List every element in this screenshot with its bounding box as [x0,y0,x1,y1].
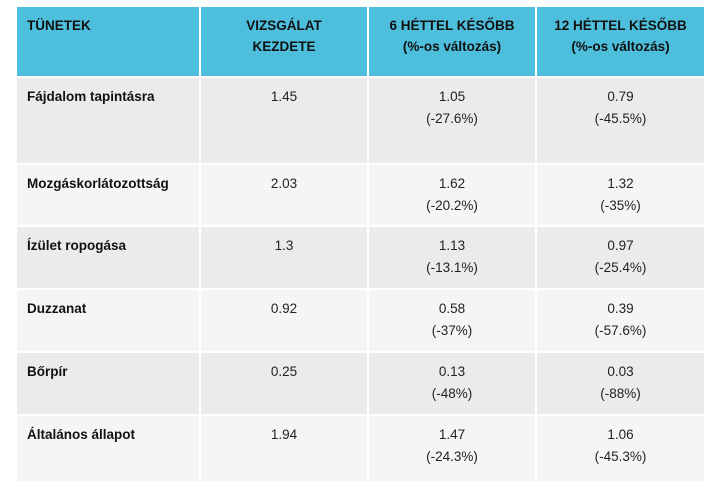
week12-value: 0.79 [607,89,634,104]
symptom-cell: Bőrpír [17,351,201,415]
baseline-cell: 2.03 [200,163,369,226]
baseline-cell: 1.3 [200,225,369,289]
header-12-weeks: 12 HÉTTEL KÉSŐBB (%-os változás) [536,7,704,77]
symptoms-table: TÜNETEK VIZSGÁLAT KEZDETE 6 HÉTTEL KÉSŐB… [17,7,704,481]
week12-cell: 1.06 (-45.3%) [536,414,704,481]
week6-value: 0.13 [438,364,466,379]
week12-change: (-35%) [600,198,641,213]
week6-value: 1.62 [438,176,466,191]
symptom-cell: Duzzanat [17,288,201,352]
week12-cell: 0.97 (-25.4%) [536,225,704,289]
symptoms-table-container: TÜNETEK VIZSGÁLAT KEZDETE 6 HÉTTEL KÉSŐB… [17,7,704,481]
week6-cell: 1.05 (-27.6%) [368,76,537,164]
symptom-cell: Általános állapot [17,414,201,481]
week6-change: (-48%) [431,386,473,401]
table-row: Fájdalom tapintásra 1.45 1.05 (-27.6%) 0… [17,76,704,164]
table-row: Duzzanat 0.92 0.58 (-37%) 0.39 (-57.6%) [17,288,704,352]
symptom-cell: Ízület ropogása [17,225,201,289]
week6-cell: 1.47 (-24.3%) [368,414,537,481]
week12-change: (-88%) [600,386,641,401]
week12-change: (-57.6%) [594,323,647,338]
header-6-weeks: 6 HÉTTEL KÉSŐBB (%-os változás) [368,7,537,77]
week6-value: 1.13 [438,238,466,253]
table-row: Ízület ropogása 1.3 1.13 (-13.1%) 0.97 (… [17,225,704,289]
header-symptoms: TÜNETEK [17,7,201,77]
week6-change: (-27.6%) [426,111,478,126]
week6-change: (-20.2%) [426,198,478,213]
week6-change: (-37%) [431,323,473,338]
table-header-row: TÜNETEK VIZSGÁLAT KEZDETE 6 HÉTTEL KÉSŐB… [17,7,704,77]
week6-change: (-13.1%) [426,260,478,275]
table-row: Bőrpír 0.25 0.13 (-48%) 0.03 (-88%) [17,351,704,415]
week12-value: 1.06 [607,427,634,442]
baseline-cell: 1.94 [200,414,369,481]
week12-value: 0.03 [607,364,634,379]
symptom-cell: Mozgáskorlátozottság [17,163,201,226]
week6-value: 0.58 [438,301,466,316]
baseline-cell: 0.25 [200,351,369,415]
symptom-cell: Fájdalom tapintásra [17,76,201,164]
week12-cell: 0.39 (-57.6%) [536,288,704,352]
week6-value: 1.47 [438,427,466,442]
table-row: Általános állapot 1.94 1.47 (-24.3%) 1.0… [17,414,704,481]
week12-cell: 1.32 (-35%) [536,163,704,226]
week12-value: 0.97 [607,238,634,253]
week12-cell: 0.03 (-88%) [536,351,704,415]
week12-change: (-45.5%) [594,111,647,126]
week6-cell: 1.13 (-13.1%) [368,225,537,289]
week12-change: (-25.4%) [594,260,647,275]
week6-cell: 0.58 (-37%) [368,288,537,352]
week6-change: (-24.3%) [426,449,478,464]
week6-value: 1.05 [438,89,466,104]
table-row: Mozgáskorlátozottság 2.03 1.62 (-20.2%) … [17,163,704,226]
baseline-cell: 1.45 [200,76,369,164]
week12-value: 0.39 [607,301,634,316]
week6-cell: 1.62 (-20.2%) [368,163,537,226]
week12-value: 1.32 [607,176,634,191]
week12-cell: 0.79 (-45.5%) [536,76,704,164]
week6-cell: 0.13 (-48%) [368,351,537,415]
header-baseline: VIZSGÁLAT KEZDETE [200,7,369,77]
baseline-cell: 0.92 [200,288,369,352]
week12-change: (-45.3%) [594,449,647,464]
